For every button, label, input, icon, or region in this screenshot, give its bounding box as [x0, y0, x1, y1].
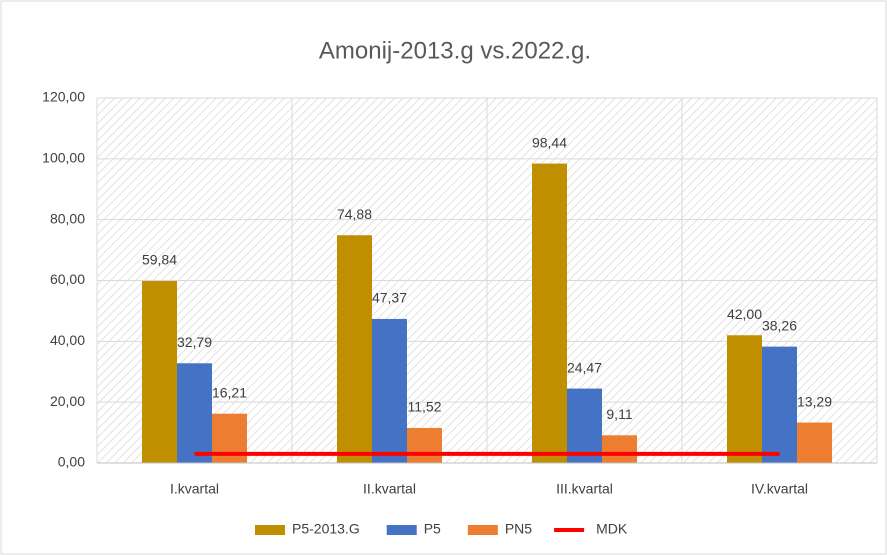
- data-label: 24,47: [567, 359, 602, 375]
- data-label: 38,26: [762, 317, 797, 333]
- y-tick-label: 100,00: [42, 150, 85, 166]
- data-label: 9,11: [606, 406, 632, 422]
- data-label: 59,84: [142, 252, 177, 268]
- bar: [532, 163, 567, 463]
- chart-title: Amonij-2013.g vs.2022.g.: [319, 37, 591, 64]
- y-tick-label: 80,00: [50, 210, 85, 226]
- legend-label: P5: [424, 521, 441, 537]
- bar: [372, 318, 407, 463]
- bar: [177, 363, 212, 463]
- bar: [337, 235, 372, 463]
- x-tick-label: III.kvartal: [556, 481, 613, 497]
- y-tick-label: 20,00: [50, 393, 85, 409]
- y-tick-label: 40,00: [50, 332, 85, 348]
- legend-swatch: [386, 525, 417, 535]
- data-label: 42,00: [727, 306, 762, 322]
- data-label: 13,29: [797, 393, 832, 409]
- data-label: 11,52: [408, 399, 442, 415]
- y-tick-label: 120,00: [42, 89, 85, 105]
- legend-swatch: [467, 525, 498, 535]
- y-tick-label: 0,00: [58, 454, 85, 470]
- data-label: 32,79: [177, 334, 212, 350]
- legend-label: PN5: [505, 521, 532, 537]
- data-label: 47,37: [372, 290, 407, 306]
- data-label: 98,44: [532, 134, 567, 150]
- data-label: 16,21: [212, 384, 247, 400]
- bar: [727, 335, 762, 463]
- bar: [407, 427, 442, 463]
- bar: [797, 422, 832, 463]
- x-tick-label: IV.kvartal: [751, 481, 808, 497]
- legend-label: MDK: [596, 521, 628, 537]
- x-tick-label: I.kvartal: [170, 481, 219, 497]
- legend-label: P5-2013.G: [292, 521, 360, 537]
- bar: [602, 435, 637, 463]
- bar: [567, 388, 602, 463]
- bar: [762, 346, 797, 463]
- y-tick-label: 60,00: [50, 271, 85, 287]
- x-tick-label: II.kvartal: [363, 481, 416, 497]
- data-label: 74,88: [337, 206, 372, 222]
- bar: [142, 280, 177, 463]
- legend-swatch: [255, 525, 285, 535]
